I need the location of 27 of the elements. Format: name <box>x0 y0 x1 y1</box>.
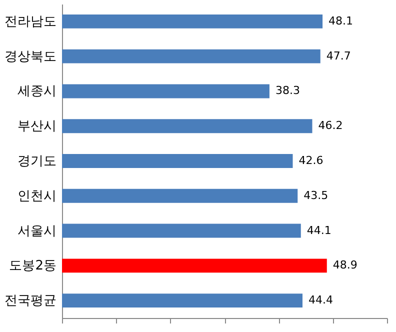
bar <box>62 154 293 168</box>
y-tick-label: 도봉2동 <box>9 258 56 274</box>
y-tick-label: 경상북도 <box>4 49 56 64</box>
bar <box>62 14 323 28</box>
bar <box>62 294 302 308</box>
bar <box>62 258 327 273</box>
bar <box>62 224 301 238</box>
data-label: 48.9 <box>332 258 358 272</box>
data-label: 43.5 <box>304 188 328 202</box>
bar <box>62 188 298 203</box>
data-label: 44.4 <box>308 294 333 307</box>
y-tick-label: 인천시 <box>18 188 56 204</box>
bar <box>62 49 320 64</box>
y-tick-label: 부산시 <box>18 119 56 134</box>
data-label: 47.7 <box>326 49 351 62</box>
data-label: 44.1 <box>306 224 332 237</box>
data-label: 42.6 <box>298 154 324 167</box>
data-label: 46.2 <box>318 119 343 132</box>
y-tick-label: 경기도 <box>18 154 56 169</box>
data-label: 38.3 <box>275 84 300 98</box>
y-tick-label: 전국평균 <box>4 294 56 309</box>
y-tick-label: 전라남도 <box>4 14 56 30</box>
bar <box>62 119 312 134</box>
y-tick-label: 서울시 <box>18 224 56 239</box>
data-label: 48.1 <box>328 14 354 28</box>
bar <box>62 84 270 98</box>
y-tick-label: 세종시 <box>18 84 56 100</box>
